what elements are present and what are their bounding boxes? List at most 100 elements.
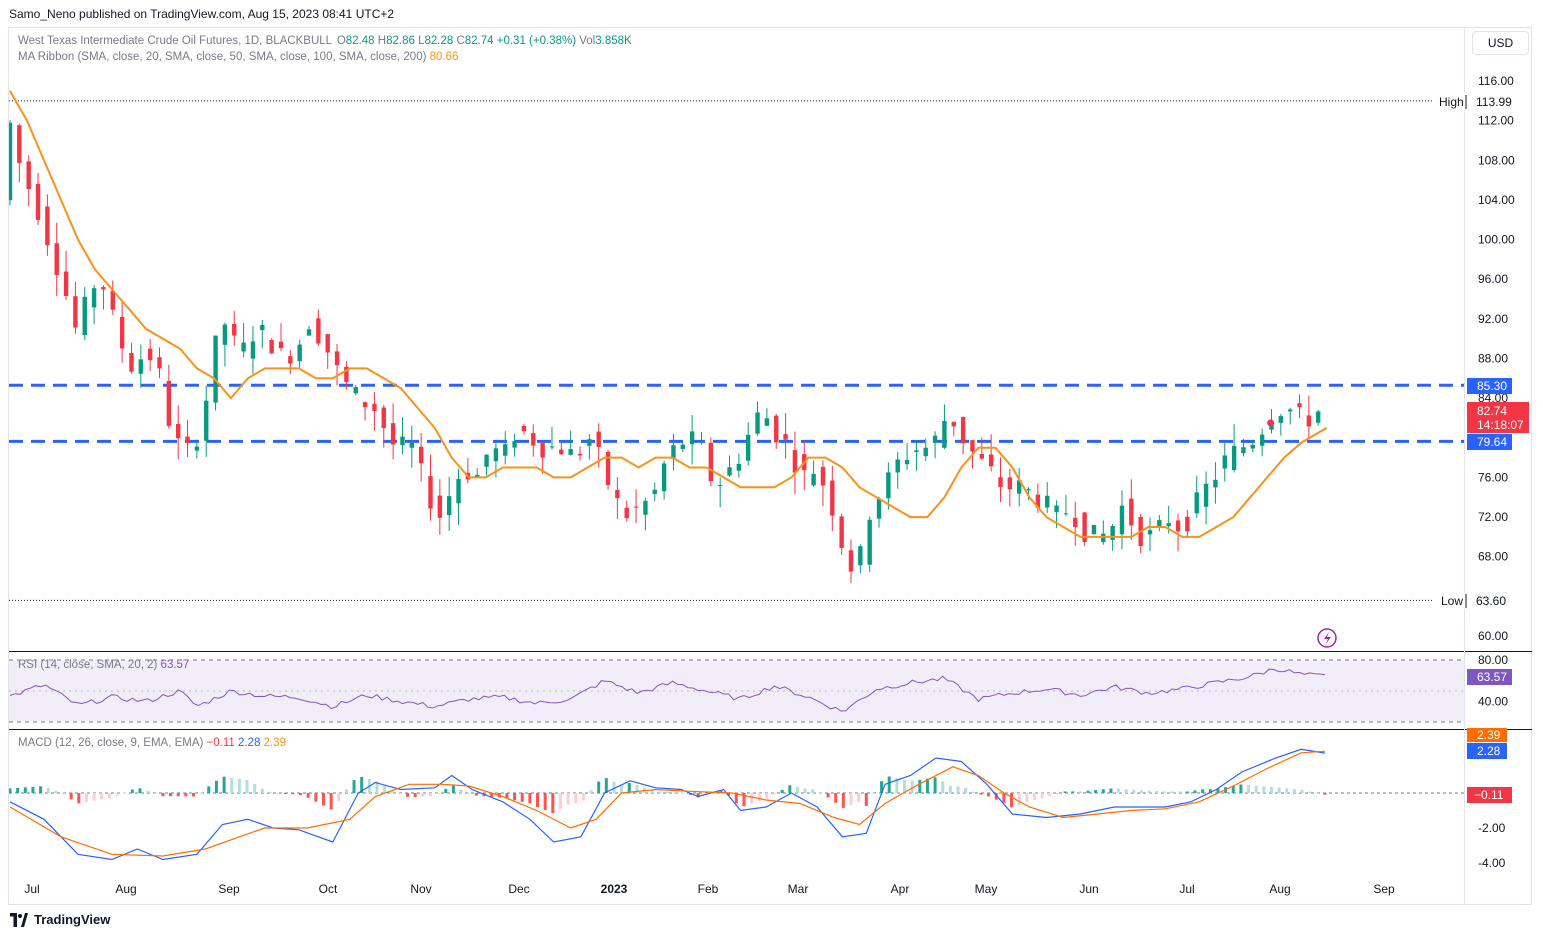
candle-1 [17, 123, 22, 183]
rsi-pane[interactable] [9, 659, 1464, 723]
candle-body [531, 433, 536, 446]
macd-hist-bar [727, 793, 731, 796]
macd-hist-bar [1010, 793, 1014, 808]
candle-body [129, 353, 134, 372]
candle-40 [381, 404, 386, 448]
macd-line [9, 748, 1326, 861]
high-marker: High 113.99 [1434, 93, 1518, 110]
macd-hist-bar [558, 793, 562, 810]
candle-body [400, 436, 405, 446]
macd-hist-bar [536, 793, 540, 808]
macd-hist-bar [1063, 791, 1067, 793]
candle-71 [671, 433, 676, 471]
candle-body [652, 489, 657, 495]
macd-hist-bar [658, 791, 662, 793]
candle-9 [91, 284, 97, 325]
candle-body [717, 485, 723, 487]
macd-hist-bar [130, 789, 134, 793]
candle-136 [1278, 414, 1284, 436]
macd-hist-bar [826, 793, 830, 798]
macd-hist-bar [230, 777, 234, 793]
candle-30 [288, 350, 293, 375]
candle-2 [26, 155, 31, 207]
macd-hist-bar [146, 790, 150, 793]
macd-hist-bar [765, 793, 769, 799]
candle-23 [222, 322, 228, 367]
rsi-legend[interactable]: RSI (14, close, SMA, 20, 2) 63.57 [18, 659, 189, 671]
candle-53 [503, 431, 508, 465]
candle-32 [306, 325, 312, 336]
macd-hist-bar [1247, 784, 1251, 793]
macd-hist-bar [314, 793, 318, 802]
candle-body [334, 351, 340, 366]
candle-body [1091, 525, 1097, 535]
currency-button[interactable]: USD [1472, 31, 1529, 55]
macd-hist-bar [237, 778, 241, 793]
candle-body [119, 316, 125, 349]
macd-hist-bar [1185, 791, 1189, 793]
candle-59 [559, 441, 564, 455]
macd-legend[interactable]: MACD (12, 26, close, 9, EMA, EMA) −0.11 … [18, 737, 286, 749]
candle-body [82, 296, 87, 336]
candle-body [381, 407, 386, 429]
last-price-value: 82.74 [1477, 404, 1507, 418]
candle-90 [848, 539, 854, 584]
macd-pane[interactable] [9, 748, 1465, 861]
candle-body [1119, 505, 1125, 535]
ma-legend[interactable]: MA Ribbon (SMA, close, 20, SMA, close, 5… [18, 51, 458, 63]
candle-body [175, 423, 181, 439]
candle-102 [960, 416, 966, 455]
price-tick-10: 72.00 [1478, 510, 1508, 524]
rsi-tag: 63.57 [1467, 669, 1512, 685]
candle-body [830, 480, 835, 516]
macd-hist-bar [1308, 791, 1312, 793]
candle-44 [418, 432, 424, 482]
candle-96 [904, 443, 910, 470]
symbol-legend[interactable]: West Texas Intermediate Crude Oil Future… [18, 35, 632, 47]
macd-hist-bar [1178, 791, 1182, 793]
macd-hist-bar [1002, 793, 1006, 803]
candle-133 [1250, 439, 1255, 453]
candle-131 [1231, 424, 1237, 473]
candle-45 [428, 454, 433, 521]
candle-49 [465, 457, 471, 484]
price-axis[interactable]: 116.00 112.00 108.00 104.00 100.00 96.00 92.00… [1478, 74, 1515, 870]
macd-hist-bar [895, 778, 899, 793]
candle-98 [923, 438, 928, 462]
macd-hist-bar [1277, 787, 1281, 793]
alert-marker [1267, 419, 1275, 427]
macd-hist-bar [375, 781, 379, 793]
candle-body [979, 454, 985, 459]
time-tick-10: May [975, 882, 998, 896]
macd-hist-bar [444, 788, 448, 793]
candle-13 [129, 343, 134, 374]
tradingview-brand[interactable]: TradingView [10, 912, 110, 927]
candle-15 [147, 339, 153, 371]
candle-70 [661, 460, 667, 500]
tradingview-logo-icon [10, 912, 28, 927]
macd-hist-bar [597, 781, 601, 793]
candle-body [587, 439, 592, 446]
macd-hist-bar [1254, 785, 1258, 793]
time-axis[interactable]: Jul Aug Sep Oct Nov Dec 2023 Feb Mar Apr May Jun Jul… [24, 882, 1395, 896]
lightning-icon[interactable] [1317, 628, 1337, 648]
level-tag-lower: 79.64 [1467, 434, 1512, 450]
candle-76 [717, 477, 723, 508]
candle-106 [998, 457, 1003, 503]
candle-body [428, 476, 433, 509]
candle-body [241, 342, 246, 352]
price-pane[interactable] [8, 90, 1464, 601]
candle-body [540, 442, 545, 458]
high-value-legend: 82.86 [386, 35, 415, 47]
chart-frame[interactable] [8, 27, 1532, 905]
macd-hist-value: −0.11 [206, 737, 235, 749]
macd-hist-bar [834, 793, 838, 803]
candle-138 [1297, 394, 1302, 419]
candle-4 [45, 194, 50, 256]
macd-hist-bar [23, 787, 27, 793]
candle-body [596, 431, 601, 447]
candle-58 [549, 426, 555, 450]
candle-body [876, 498, 882, 519]
macd-hist-bar [1124, 789, 1128, 793]
